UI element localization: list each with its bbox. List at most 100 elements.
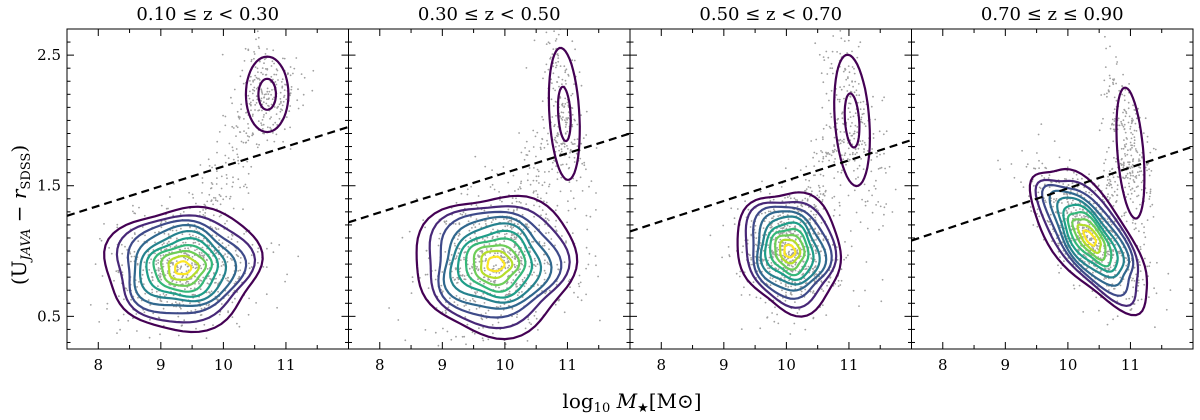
- scatter-point: [517, 188, 520, 191]
- scatter-point: [818, 190, 821, 193]
- scatter-point: [1149, 151, 1152, 154]
- x-tick-label: 10: [495, 356, 514, 374]
- scatter-point: [131, 237, 134, 239]
- scatter-point: [528, 150, 531, 153]
- scatter-point: [172, 274, 175, 277]
- scatter-point: [1053, 201, 1055, 204]
- contour-level-5: [449, 222, 543, 304]
- contour-level-9: [779, 238, 802, 265]
- scatter-point: [1122, 73, 1124, 76]
- scatter-point: [882, 225, 884, 227]
- scatter-point: [1131, 117, 1133, 120]
- scatter-point: [858, 94, 861, 97]
- scatter-point: [821, 199, 824, 201]
- scatter-point: [848, 158, 851, 161]
- scatter-point: [118, 295, 120, 298]
- scatter-point: [296, 99, 299, 102]
- scatter-point: [161, 243, 164, 246]
- scatter-point: [535, 317, 538, 320]
- scatter-point: [518, 201, 521, 203]
- scatter-point: [871, 211, 874, 214]
- scatter-point: [1118, 252, 1121, 255]
- x-tick-label: 11: [558, 356, 577, 374]
- scatter-point: [1049, 213, 1052, 216]
- scatter-point: [262, 123, 265, 126]
- scatter-point: [159, 275, 162, 277]
- red-contour-1: [547, 46, 581, 181]
- scatter-point: [533, 204, 535, 207]
- scatter-point: [781, 289, 783, 292]
- scatter-point: [850, 245, 853, 248]
- scatter-point: [847, 65, 850, 67]
- scatter-point: [543, 146, 546, 149]
- scatter-point: [519, 259, 522, 262]
- scatter-point: [860, 118, 863, 121]
- scatter-point: [1040, 123, 1043, 125]
- scatter-point: [590, 180, 593, 183]
- scatter-point: [1108, 90, 1110, 93]
- scatter-point: [257, 120, 260, 122]
- scatter-point: [1148, 198, 1151, 200]
- scatter-point: [849, 96, 852, 98]
- scatter-point: [183, 319, 186, 322]
- scatter-point: [232, 149, 234, 152]
- scatter-point: [1029, 206, 1032, 208]
- scatter-point: [538, 240, 541, 243]
- scatter-point: [559, 65, 562, 67]
- scatter-point: [502, 248, 505, 251]
- scatter-point: [822, 185, 825, 188]
- scatter-point: [860, 158, 862, 160]
- scatter-point: [288, 110, 291, 112]
- scatter-point: [535, 155, 537, 158]
- scatter-point: [828, 153, 831, 156]
- scatter-point: [525, 140, 528, 143]
- scatter-point: [526, 340, 529, 342]
- scatter-point: [767, 210, 770, 213]
- scatter-point: [508, 290, 511, 293]
- scatter-point: [1133, 266, 1136, 269]
- scatter-point: [471, 298, 474, 300]
- scatter-point: [1108, 178, 1111, 181]
- scatter-point: [210, 187, 213, 189]
- scatter-point: [561, 142, 564, 145]
- scatter-point: [166, 259, 169, 261]
- scatter-point: [266, 87, 269, 90]
- scatter-point: [557, 60, 560, 63]
- red-contour-1: [1115, 86, 1146, 220]
- scatter-point: [268, 90, 271, 93]
- scatter-point: [858, 164, 861, 167]
- scatter-point: [247, 172, 250, 175]
- density-contours: [415, 46, 581, 341]
- scatter-point: [859, 140, 862, 143]
- scatter-point: [122, 313, 125, 316]
- scatter-point: [580, 114, 582, 117]
- scatter-point: [1137, 194, 1140, 197]
- scatter-point: [177, 315, 180, 318]
- scatter-point: [483, 239, 486, 242]
- scatter-point: [257, 262, 259, 264]
- scatter-point: [100, 239, 103, 242]
- scatter-point: [501, 200, 503, 203]
- scatter-point: [154, 231, 156, 234]
- scatter-point: [230, 238, 233, 241]
- scatter-point: [843, 154, 846, 157]
- scatter-point: [172, 263, 174, 266]
- scatter-point: [124, 356, 126, 358]
- contour-level-6: [145, 236, 220, 298]
- scatter-point: [835, 122, 838, 125]
- scatter-point: [566, 147, 569, 150]
- scatter-point: [186, 259, 189, 261]
- scatter-point: [181, 276, 184, 279]
- scatter-point: [1135, 177, 1138, 179]
- scatter-point: [142, 269, 145, 272]
- scatter-point: [845, 78, 848, 81]
- scatter-point: [1129, 309, 1132, 311]
- scatter-point: [801, 248, 803, 251]
- scatter-point: [794, 230, 796, 233]
- scatter-point: [270, 242, 273, 245]
- scatter-point: [838, 214, 841, 217]
- scatter-point: [871, 194, 873, 197]
- scatter-point: [225, 174, 228, 176]
- scatter-point: [790, 291, 792, 294]
- scatter-point: [1115, 237, 1118, 240]
